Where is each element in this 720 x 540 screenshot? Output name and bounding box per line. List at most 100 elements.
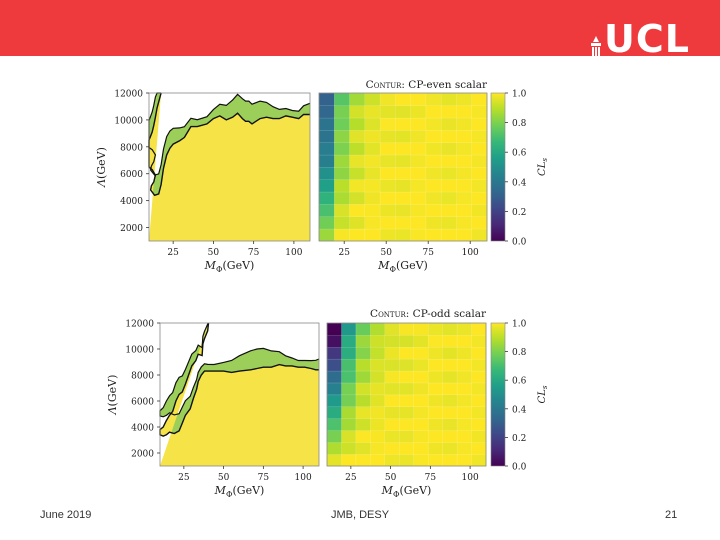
- heatmap-cell: [364, 166, 381, 180]
- heatmap-cell: [326, 346, 343, 360]
- heatmap-cell: [349, 92, 366, 106]
- heatmap-cell: [370, 334, 386, 348]
- heatmap-cell: [318, 228, 335, 242]
- colorbar-tick-label: 0.4: [512, 405, 527, 415]
- heatmap-cell: [379, 203, 396, 217]
- heatmap-cell: [349, 117, 366, 131]
- heatmap-cell: [413, 346, 429, 360]
- x-axis-label: MΦ(GeV): [381, 484, 432, 499]
- heatmap-cell: [341, 406, 357, 419]
- heatmap-cell: [341, 370, 357, 384]
- heatmap-cell: [384, 418, 400, 431]
- x-tick-label: 25: [167, 248, 179, 258]
- heatmap-cell: [427, 394, 444, 408]
- heatmap-cell: [471, 179, 488, 193]
- heatmap-cell: [318, 117, 335, 131]
- heatmap-cell: [442, 322, 458, 336]
- heatmap-cell: [364, 129, 381, 143]
- heatmap-cell: [395, 191, 412, 205]
- heatmap-cell: [349, 166, 366, 180]
- heatmap-cell: [395, 228, 412, 242]
- heatmap-cell: [355, 418, 371, 431]
- heatmap-cell: [427, 418, 444, 431]
- heatmap-cell: [326, 430, 343, 443]
- heatmap-cell: [384, 382, 400, 396]
- heatmap-cell: [425, 203, 442, 217]
- heatmap-cell: [370, 370, 386, 384]
- colorbar-odd: [490, 322, 506, 467]
- heatmap-cell: [395, 154, 412, 168]
- heatmap-cell: [410, 117, 427, 131]
- colorbar-tick-label: 0.6: [512, 149, 527, 159]
- heatmap-cell: [355, 453, 371, 467]
- heatmap-cell: [471, 418, 487, 431]
- heatmap-cell: [471, 142, 488, 156]
- colorbar-tick-label: 0.4: [512, 178, 527, 188]
- heatmap-cell: [456, 453, 473, 467]
- heatmap-cell: [318, 179, 335, 193]
- heatmap-cell: [334, 129, 351, 143]
- heatmap-cell: [364, 105, 381, 119]
- heatmap-cell: [425, 105, 442, 119]
- heatmap-cell: [349, 216, 366, 230]
- colorbar-tick-label: 0.2: [512, 434, 526, 444]
- heatmap-cell: [334, 179, 351, 193]
- heatmap-cell: [442, 382, 458, 396]
- heatmap-cell: [318, 154, 335, 168]
- heatmap-cell: [349, 154, 366, 168]
- heatmap-cell: [326, 370, 343, 384]
- heatmap-cell: [334, 154, 351, 168]
- heatmap-cell: [425, 154, 442, 168]
- heatmap-cell: [442, 370, 458, 384]
- heatmap-cell: [334, 117, 351, 131]
- heatmap-cell: [399, 346, 415, 360]
- x-tick-label: 50: [385, 473, 397, 483]
- logo-text: UCL: [604, 17, 690, 61]
- heatmap-cell: [399, 334, 415, 348]
- heatmap-cell: [456, 430, 473, 443]
- heatmap-cell: [395, 166, 412, 180]
- heatmap-cell: [384, 453, 400, 467]
- heatmap-cell: [318, 142, 335, 156]
- heatmap-cell: [471, 430, 487, 443]
- heatmap-cell: [341, 441, 357, 455]
- heatmap-cell: [379, 92, 396, 106]
- x-tick-label: 100: [462, 473, 479, 483]
- heatmap-cell: [413, 441, 429, 455]
- x-tick-label: 50: [218, 473, 230, 483]
- heatmap-cell: [341, 418, 357, 431]
- heatmap-cell: [384, 430, 400, 443]
- heatmap-cell: [471, 441, 487, 455]
- heatmap-cell: [427, 334, 444, 348]
- heatmap-cell: [410, 228, 427, 242]
- heatmap-cell: [349, 179, 366, 193]
- x-tick-label: 75: [248, 248, 260, 258]
- heatmap-cell: [471, 394, 487, 408]
- heatmap-cell: [384, 394, 400, 408]
- heatmap-cell: [326, 358, 343, 372]
- heatmap-cell: [471, 334, 487, 348]
- heatmap-cell: [379, 179, 396, 193]
- heatmap-cell: [341, 430, 357, 443]
- heatmap-cell: [379, 129, 396, 143]
- heatmap-cell: [379, 105, 396, 119]
- colorbar-even: [490, 92, 506, 242]
- heatmap-cell: [355, 441, 371, 455]
- heatmap-cell: [471, 346, 487, 360]
- colorbar-tick-label: 0.0: [512, 238, 527, 248]
- heatmap-cell: [456, 228, 473, 242]
- heatmap-cell: [427, 441, 444, 455]
- heatmap-cell: [395, 105, 412, 119]
- y-tick-label: 4000: [120, 197, 143, 207]
- x-tick-label: 100: [462, 248, 479, 258]
- x-tick-label: 25: [338, 248, 350, 258]
- heatmap-cell: [349, 203, 366, 217]
- heatmap-cell: [370, 406, 386, 419]
- heatmap-cell: [456, 166, 473, 180]
- heatmap-cell: [456, 129, 473, 143]
- heatmap-cell: [384, 370, 400, 384]
- heatmap-cell: [471, 358, 487, 372]
- heatmap-cell: [442, 441, 458, 455]
- heatmap-cell: [456, 216, 473, 230]
